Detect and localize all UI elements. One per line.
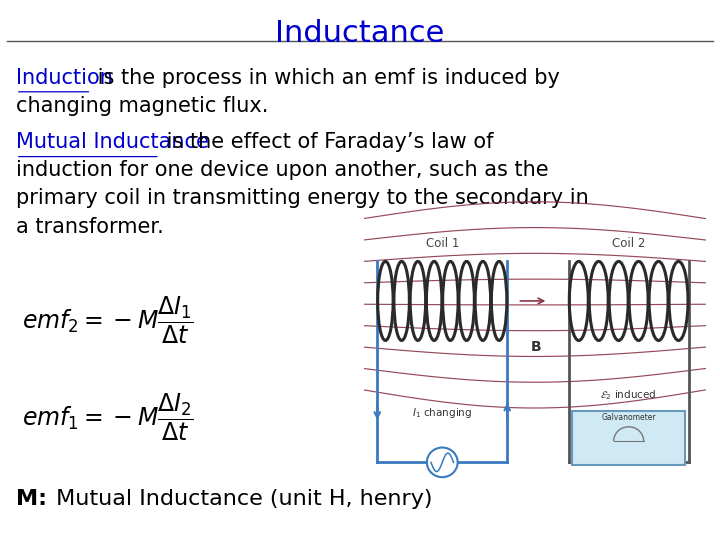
- Text: changing magnetic flux.: changing magnetic flux.: [16, 96, 269, 116]
- Text: M:: M:: [16, 489, 47, 509]
- Text: $emf_2 = -M\dfrac{\Delta I_1}{\Delta t}$: $emf_2 = -M\dfrac{\Delta I_1}{\Delta t}$: [22, 294, 194, 346]
- Text: Mutual Inductance (unit H, henry): Mutual Inductance (unit H, henry): [49, 489, 433, 509]
- Text: a transformer.: a transformer.: [16, 217, 163, 237]
- Bar: [572, 410, 685, 465]
- Circle shape: [427, 448, 458, 477]
- Text: B: B: [531, 340, 541, 354]
- Text: $\mathcal{E}_2$ induced: $\mathcal{E}_2$ induced: [600, 388, 657, 402]
- Text: Galvanometer: Galvanometer: [601, 414, 656, 422]
- Text: Inductance: Inductance: [275, 19, 445, 48]
- Text: is the process in which an emf is induced by: is the process in which an emf is induce…: [91, 68, 560, 87]
- Text: $emf_1 = -M\dfrac{\Delta I_2}{\Delta t}$: $emf_1 = -M\dfrac{\Delta I_2}{\Delta t}$: [22, 392, 194, 443]
- Text: Mutual Inductance: Mutual Inductance: [16, 132, 209, 152]
- Text: induction for one device upon another, such as the: induction for one device upon another, s…: [16, 160, 549, 180]
- Text: is the effect of Faraday’s law of: is the effect of Faraday’s law of: [160, 132, 493, 152]
- Text: $I_1$ changing: $I_1$ changing: [412, 406, 472, 420]
- Text: Induction: Induction: [16, 68, 113, 87]
- Text: Coil 2: Coil 2: [612, 237, 645, 250]
- Text: primary coil in transmitting energy to the secondary in: primary coil in transmitting energy to t…: [16, 188, 588, 208]
- Text: Coil 1: Coil 1: [426, 237, 459, 250]
